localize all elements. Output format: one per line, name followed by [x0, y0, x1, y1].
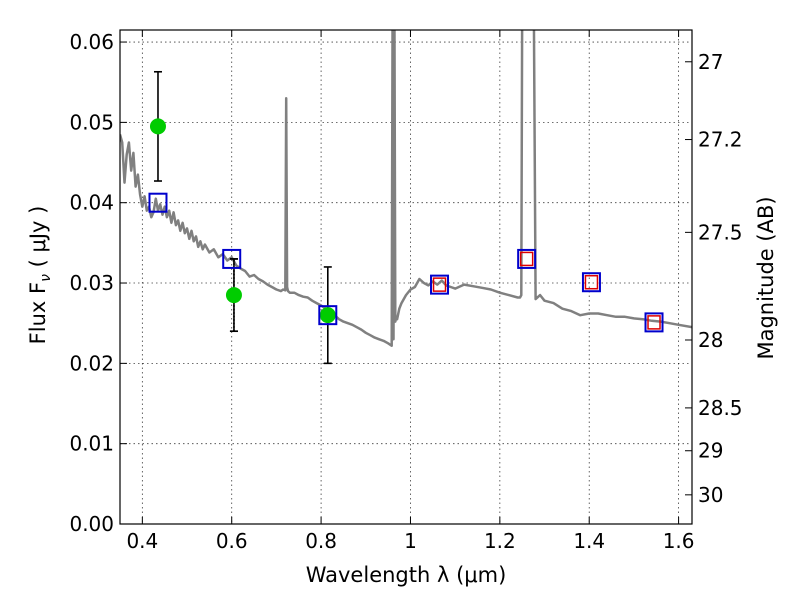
x-tick-label: 1 [404, 529, 417, 553]
plot-frame [119, 29, 693, 525]
model-photometry-square [430, 274, 450, 295]
predicted-photometry-square [519, 251, 534, 267]
model-photometry-square [318, 305, 338, 326]
y-tick-label: 0.02 [69, 351, 114, 375]
x-axis-label: Wavelength λ (μm) [306, 563, 507, 587]
y-axis-label-subscript: ν [38, 274, 54, 282]
observed-point [225, 287, 242, 304]
observed-point [149, 118, 166, 135]
secondary-y-axis-label: Magnitude (AB) [754, 196, 778, 359]
y2-tick-label: 27.5 [698, 220, 743, 244]
model-photometry-square [148, 192, 168, 213]
predicted-photometry-square [647, 315, 661, 330]
y-tick-label: 0.03 [69, 271, 114, 295]
grid-layer [120, 30, 692, 524]
x-tick-label: 1.4 [573, 529, 605, 553]
y2-tick-label: 28.5 [698, 396, 743, 420]
y-tick-label: 0.06 [69, 30, 114, 54]
y-tick-label: 0.05 [69, 110, 114, 134]
y2-tick-label: 27.2 [698, 128, 743, 152]
model-photometry-square [581, 272, 601, 293]
x-tick-label: 0.6 [216, 529, 248, 553]
y2-tick-label: 27 [698, 50, 723, 74]
model-photometry-square [517, 248, 537, 269]
y-axis-label: Flux Fν ( μJy ) [26, 206, 54, 345]
y-tick-label: 0.00 [69, 512, 114, 536]
x-tick-label: 1.2 [484, 529, 516, 553]
predicted-photometry-square [584, 274, 599, 290]
y-axis-label-unit: ( μJy ) [26, 206, 50, 268]
y-tick-label: 0.01 [69, 432, 114, 456]
predicted-photometry-square [432, 277, 447, 292]
model-photometry-square [644, 312, 664, 333]
y2-tick-label: 28 [698, 328, 723, 352]
y2-tick-label: 30 [698, 483, 723, 507]
y-axis-label-main: Flux F [26, 282, 50, 344]
x-tick-label: 0.4 [126, 529, 158, 553]
x-tick-label: 1.6 [663, 529, 695, 553]
tick-layer: 0.4 0.6 0.8 1 1.2 1.4 1.6 0.00 0.01 0.02 0.03 0.04 0… [69, 30, 743, 553]
y-tick-label: 0.04 [69, 191, 114, 215]
svg-text:Flux Fν ( μJy ): Flux Fν ( μJy ) [26, 206, 54, 345]
x-tick-label: 0.8 [305, 529, 337, 553]
plot-area [120, 30, 692, 365]
model-photometry-square [222, 248, 242, 269]
observed-point [319, 307, 336, 324]
y2-tick-label: 29 [698, 439, 723, 463]
